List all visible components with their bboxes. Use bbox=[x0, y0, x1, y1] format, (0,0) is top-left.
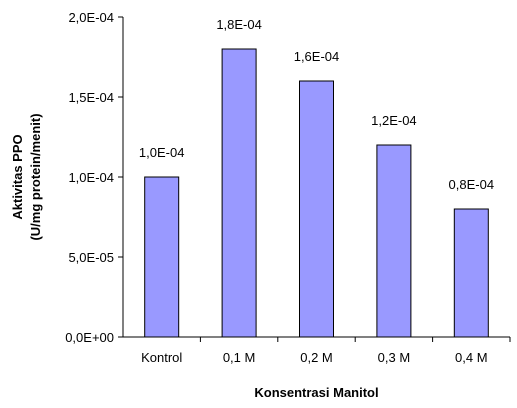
x-tick-label: 0,1 M bbox=[223, 350, 256, 365]
bar-series bbox=[144, 48, 489, 338]
y-axis-title-line1: Aktivitas PPO bbox=[10, 134, 25, 219]
y-tick-label: 2,0E-04 bbox=[68, 10, 114, 25]
bar bbox=[376, 144, 412, 338]
bar bbox=[453, 208, 489, 338]
x-tick-label: Kontrol bbox=[141, 350, 182, 365]
x-tick-label: 0,3 M bbox=[378, 350, 411, 365]
data-label: 1,6E-04 bbox=[294, 49, 340, 64]
x-tick-label: 0,4 M bbox=[455, 350, 488, 365]
bar bbox=[299, 80, 334, 338]
data-label: 1,0E-04 bbox=[139, 145, 185, 160]
data-labels: 1,0E-04 1,8E-04 1,6E-04 1,2E-04 0,8E-04 bbox=[139, 17, 494, 192]
data-label: 0,8E-04 bbox=[449, 177, 495, 192]
y-tick-label: 1,5E-04 bbox=[68, 90, 114, 105]
y-axis-ticks: 0,0E+00 5,0E-05 1,0E-04 1,5E-04 2,0E-04 bbox=[65, 10, 123, 345]
data-label: 1,8E-04 bbox=[216, 17, 262, 32]
y-tick-label: 0,0E+00 bbox=[65, 330, 114, 345]
y-axis-title-line2: (U/mg protein/menit) bbox=[28, 113, 43, 240]
x-axis-title: Konsentrasi Manitol bbox=[254, 385, 378, 400]
bar bbox=[221, 48, 257, 338]
y-tick-label: 5,0E-05 bbox=[68, 250, 114, 265]
bar bbox=[144, 176, 180, 338]
x-axis-category-labels: Kontrol 0,1 M 0,2 M 0,3 M 0,4 M bbox=[141, 337, 511, 365]
data-label: 1,2E-04 bbox=[371, 113, 417, 128]
y-tick-label: 1,0E-04 bbox=[68, 170, 114, 185]
x-tick-label: 0,2 M bbox=[300, 350, 333, 365]
